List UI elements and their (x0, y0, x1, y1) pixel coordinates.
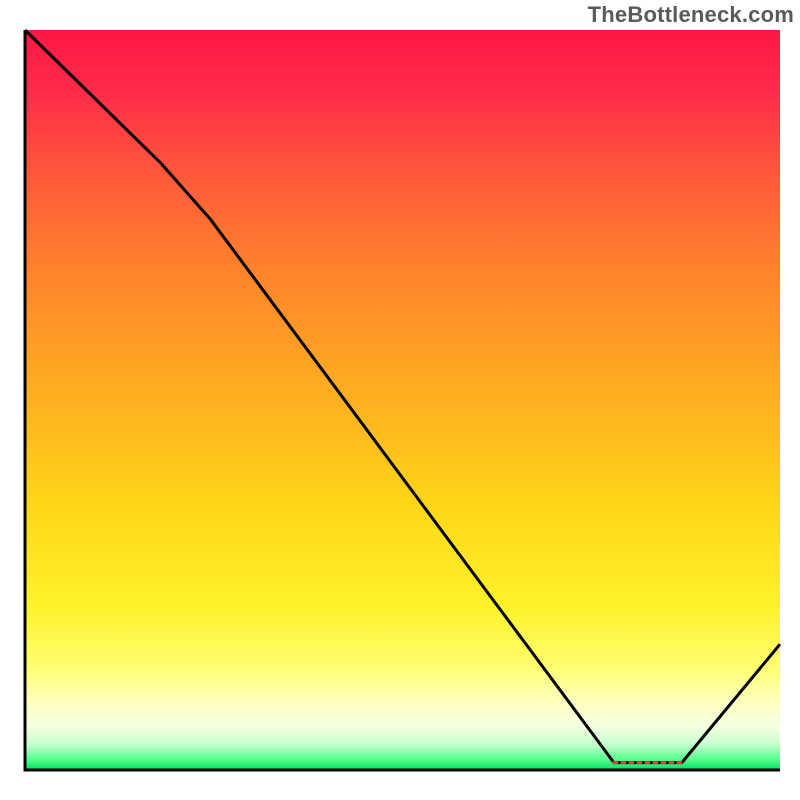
bottleneck-chart (0, 0, 800, 800)
watermark-label: TheBottleneck.com (588, 2, 794, 28)
chart-container: TheBottleneck.com (0, 0, 800, 800)
